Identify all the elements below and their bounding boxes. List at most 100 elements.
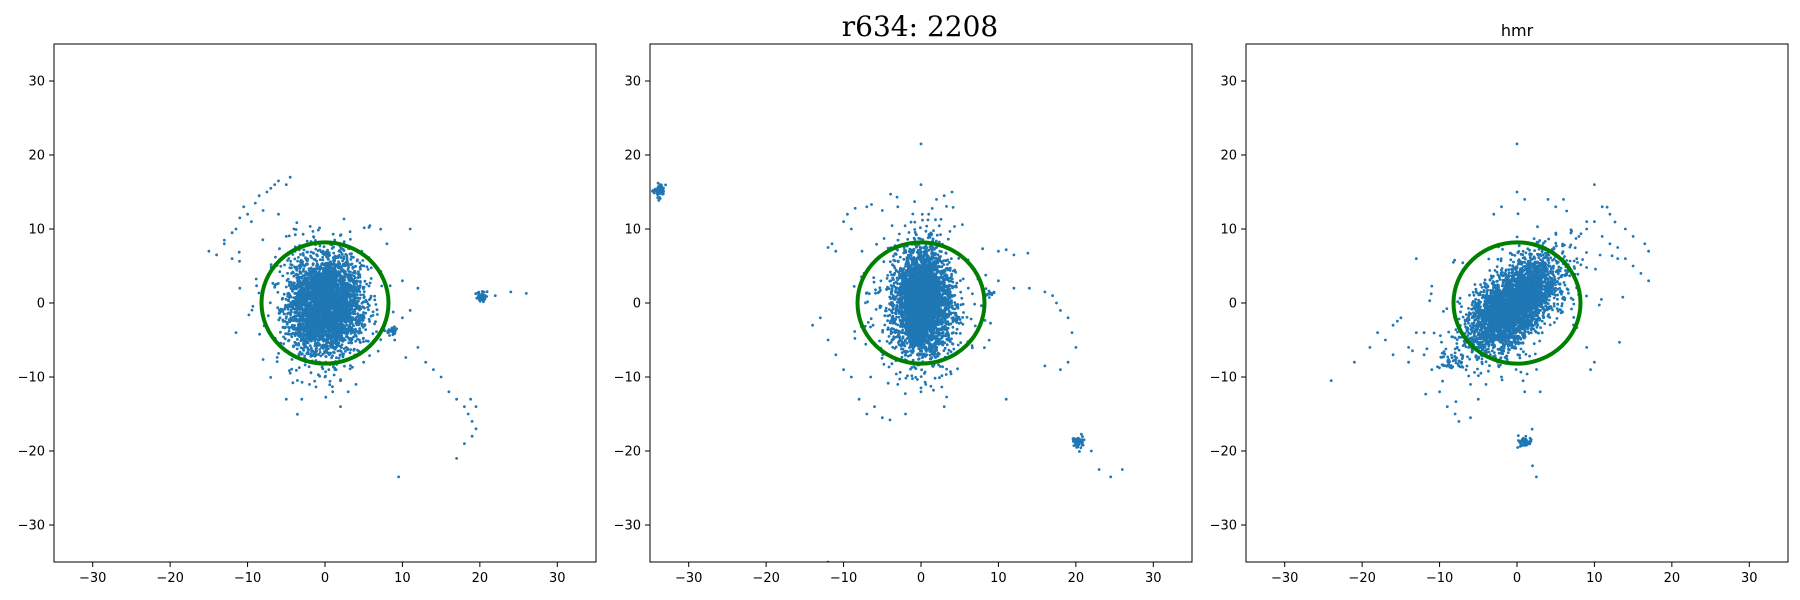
- scatter-point: [306, 283, 310, 287]
- scatter-point: [307, 267, 311, 271]
- scatter-point: [318, 274, 322, 277]
- scatter-point: [276, 282, 280, 285]
- scatter-point: [954, 303, 957, 307]
- scatter-point: [305, 327, 308, 331]
- scatter-point: [297, 366, 301, 369]
- scatter-point: [288, 369, 291, 372]
- scatter-point: [344, 350, 347, 353]
- scatter-point: [309, 282, 313, 286]
- scatter-point: [301, 313, 304, 316]
- scatter-point: [309, 290, 313, 293]
- scatter-point: [313, 379, 317, 383]
- scatter-point: [307, 365, 311, 369]
- scatter-point: [349, 292, 352, 296]
- scatter-point: [898, 370, 902, 374]
- scatter-point: [348, 301, 352, 304]
- scatter-point: [356, 307, 360, 310]
- scatter-point: [301, 322, 305, 326]
- scatter-point: [340, 252, 344, 256]
- scatter-point: [319, 279, 323, 283]
- scatter-point: [273, 285, 277, 289]
- scatter-point: [303, 329, 307, 333]
- scatter-point: [289, 310, 293, 314]
- scatter-point: [292, 299, 296, 303]
- scatter-point: [301, 274, 305, 278]
- scatter-point: [891, 345, 895, 349]
- scatter-point: [295, 347, 299, 351]
- scatter-point: [331, 316, 335, 320]
- scatter-point: [334, 323, 338, 327]
- scatter-point: [313, 352, 316, 356]
- scatter-point: [315, 259, 319, 263]
- scatter-point: [318, 350, 322, 354]
- scatter-point: [360, 315, 364, 319]
- scatter-point: [493, 294, 497, 297]
- scatter-point: [292, 227, 296, 231]
- scatter-point: [362, 360, 366, 364]
- scatter-point: [275, 356, 279, 359]
- scatter-point: [332, 259, 335, 262]
- scatter-point: [321, 343, 324, 347]
- scatter-point: [380, 284, 384, 288]
- scatter-point: [334, 368, 338, 372]
- scatter-point: [424, 360, 428, 364]
- scatter-point: [317, 308, 321, 312]
- scatter-point: [326, 250, 330, 254]
- scatter-point: [303, 363, 307, 367]
- scatter-point: [326, 276, 329, 280]
- scatter-point: [401, 316, 404, 320]
- scatter-point: [334, 265, 337, 268]
- scatter-point: [304, 273, 308, 276]
- scatter-point: [349, 298, 352, 301]
- scatter-point: [283, 312, 286, 316]
- scatter-point: [304, 270, 308, 274]
- scatter-point: [310, 287, 314, 291]
- scatter-point: [347, 317, 351, 321]
- scatter-point: [308, 271, 312, 274]
- scatter-point: [904, 265, 907, 268]
- scatter-point: [319, 328, 322, 332]
- scatter-point: [332, 304, 336, 308]
- scatter-point: [342, 283, 346, 286]
- scatter-point: [342, 257, 346, 261]
- scatter-point: [291, 307, 295, 311]
- scatter-point: [295, 276, 299, 280]
- scatter-point: [298, 270, 302, 273]
- scatter-point: [316, 276, 319, 279]
- scatter-point: [283, 263, 286, 267]
- scatter-point: [285, 322, 289, 326]
- scatter-point: [366, 268, 370, 271]
- scatter-point: [295, 314, 299, 317]
- scatter-point: [298, 316, 302, 319]
- scatter-point: [316, 316, 320, 320]
- scatter-point: [306, 278, 310, 282]
- x-tick-label: 10: [394, 571, 411, 586]
- scatter-point: [358, 290, 362, 294]
- scatter-point: [283, 337, 287, 341]
- scatter-point: [273, 183, 277, 187]
- scatter-point: [322, 245, 326, 249]
- scatter-point: [237, 250, 241, 254]
- scatter-point: [287, 257, 291, 260]
- scatter-point: [304, 294, 308, 297]
- scatter-point: [368, 320, 371, 323]
- scatter-point: [273, 283, 277, 287]
- scatter-point: [336, 349, 340, 353]
- scatter-point: [290, 288, 294, 291]
- scatter-point: [325, 279, 329, 283]
- scatter-point: [302, 248, 306, 252]
- scatter-point: [354, 271, 357, 275]
- scatter-point: [324, 250, 327, 254]
- scatter-point: [324, 268, 328, 271]
- scatter-point: [359, 267, 362, 271]
- scatter-point: [344, 297, 347, 301]
- scatter-point: [373, 322, 376, 326]
- scatter-point: [340, 320, 344, 324]
- scatter-point: [466, 412, 470, 416]
- scatter-point: [928, 353, 932, 357]
- scatter-point: [309, 254, 312, 258]
- scatter-point: [914, 376, 918, 379]
- scatter-point: [334, 291, 337, 295]
- scatter-point: [356, 293, 359, 296]
- scatter-point: [349, 329, 353, 333]
